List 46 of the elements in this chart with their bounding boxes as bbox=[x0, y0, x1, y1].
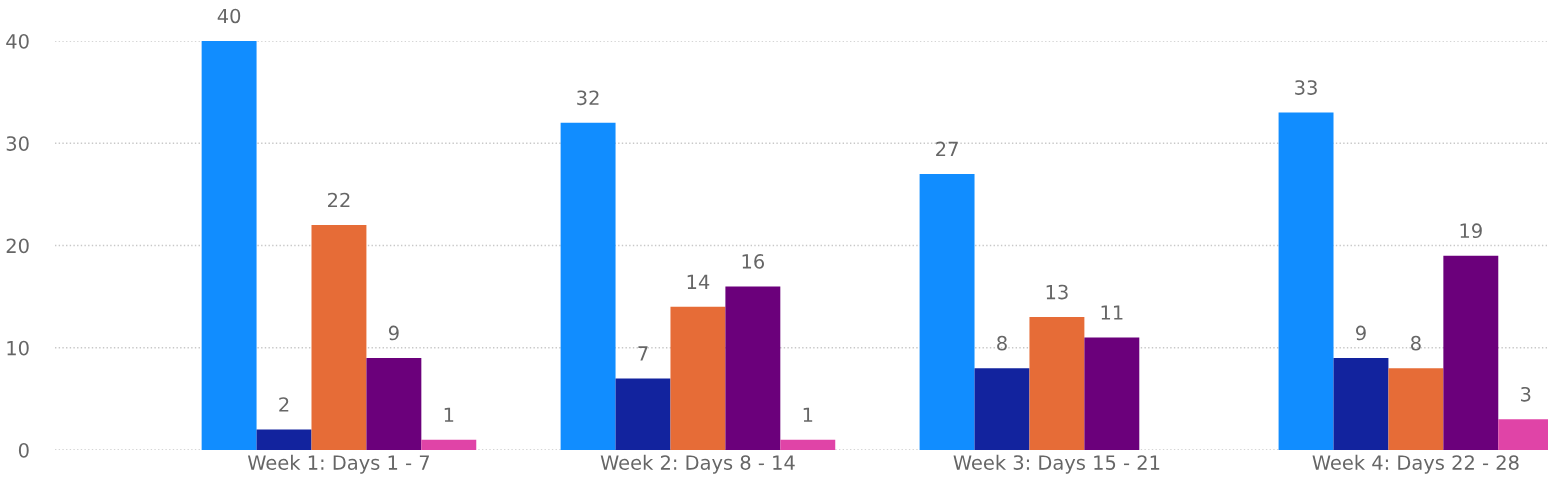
x-tick-label: Week 3: Days 15 - 21 bbox=[953, 454, 1160, 474]
bar bbox=[311, 225, 367, 450]
y-tick-label: 10 bbox=[7, 340, 29, 356]
bar bbox=[256, 429, 312, 450]
bar bbox=[1084, 337, 1140, 450]
bar bbox=[421, 439, 477, 450]
bar bbox=[1443, 255, 1499, 450]
y-tick-label: 40 bbox=[6, 33, 29, 49]
data-label: 19 bbox=[1460, 223, 1482, 239]
data-label: 14 bbox=[687, 274, 710, 289]
data-label: 11 bbox=[1101, 305, 1123, 320]
y-tick-label: 20 bbox=[6, 238, 29, 254]
x-tick-label: Week 4: Days 22 - 28 bbox=[1312, 454, 1519, 474]
bar bbox=[725, 286, 781, 450]
bar bbox=[615, 378, 671, 450]
x-tick-label: Week 2: Days 8 - 14 bbox=[600, 454, 795, 474]
y-tick-label: 0 bbox=[18, 442, 29, 458]
data-label: 33 bbox=[1295, 80, 1317, 95]
x-tick-label: Week 1: Days 1 - 7 bbox=[247, 454, 429, 474]
bar bbox=[201, 41, 257, 450]
data-label: 3 bbox=[1521, 386, 1531, 402]
data-label: 32 bbox=[577, 90, 599, 106]
data-label: 22 bbox=[328, 192, 350, 208]
data-label: 8 bbox=[1411, 335, 1421, 351]
bar bbox=[670, 306, 726, 450]
data-label: 1 bbox=[444, 407, 454, 422]
bar bbox=[974, 368, 1030, 450]
data-label: 2 bbox=[279, 397, 289, 412]
bar bbox=[560, 122, 616, 450]
bar bbox=[1278, 112, 1334, 450]
data-label: 1 bbox=[803, 407, 813, 422]
data-label: 40 bbox=[217, 8, 241, 24]
y-tick-label: 30 bbox=[6, 136, 29, 151]
data-label: 27 bbox=[936, 141, 958, 156]
bar bbox=[1388, 368, 1444, 450]
data-label: 9 bbox=[1356, 325, 1366, 341]
data-label: 9 bbox=[388, 325, 399, 341]
bar bbox=[919, 173, 975, 450]
data-label: 7 bbox=[638, 346, 648, 361]
bar bbox=[780, 439, 836, 450]
data-label: 16 bbox=[742, 254, 764, 269]
bar bbox=[1029, 317, 1085, 450]
bar bbox=[1333, 357, 1389, 450]
bar bbox=[366, 357, 422, 450]
data-label: 8 bbox=[997, 335, 1007, 351]
data-label: 13 bbox=[1046, 284, 1068, 300]
